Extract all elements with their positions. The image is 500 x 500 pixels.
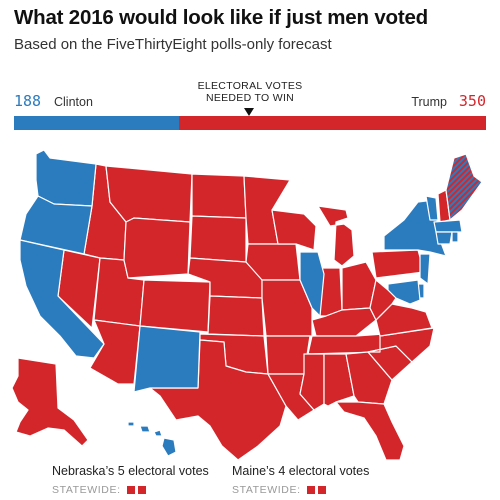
state-wisconsin <box>271 209 317 251</box>
state-vermont <box>425 195 439 221</box>
state-new-jersey <box>419 253 431 285</box>
state-kansas <box>207 295 265 337</box>
clinton-vote-count: 188 <box>14 92 42 110</box>
page-subtitle: Based on the FiveThirtyEight polls-only … <box>14 36 332 53</box>
state-maine <box>445 153 483 221</box>
page-title: What 2016 would look like if just men vo… <box>14 6 429 29</box>
state-new-mexico <box>133 325 201 393</box>
state-pennsylvania <box>371 249 425 279</box>
state-illinois <box>299 251 325 317</box>
needed-to-win-label: ELECTORAL VOTES NEEDED TO WIN <box>180 80 320 104</box>
needed-label-line2: NEEDED TO WIN <box>205 92 295 104</box>
maine-statewide-label: STATEWIDE: <box>232 484 301 496</box>
state-washington <box>35 149 97 207</box>
needed-label-line1: ELECTORAL VOTES <box>197 80 303 92</box>
clinton-bar-segment <box>14 116 179 130</box>
state-north-carolina <box>367 327 435 363</box>
state-texas <box>149 339 287 460</box>
state-colorado <box>139 279 211 333</box>
state-south-dakota <box>189 215 247 263</box>
needed-marker-icon <box>244 108 254 116</box>
clinton-name: Clinton <box>54 95 93 109</box>
state-montana <box>105 165 193 223</box>
maine-note: Maine’s 4 electoral votes <box>232 464 370 478</box>
state-north-dakota <box>191 173 247 219</box>
state-california <box>19 239 105 359</box>
state-hawaii <box>127 421 177 457</box>
us-electoral-map <box>11 149 483 460</box>
maine-statewide: STATEWIDE: <box>232 484 326 496</box>
state-maryland <box>387 279 421 305</box>
nebraska-square <box>126 486 135 494</box>
trump-bar-segment <box>178 116 486 130</box>
state-rhode-island <box>451 231 459 243</box>
trump-name: Trump <box>411 95 447 109</box>
state-massachusetts <box>433 219 463 233</box>
nebraska-statewide: STATEWIDE: <box>52 484 146 496</box>
nebraska-statewide-label: STATEWIDE: <box>52 484 121 496</box>
maine-square <box>306 486 315 494</box>
state-connecticut <box>435 231 453 245</box>
nebraska-square <box>137 486 146 494</box>
nebraska-note: Nebraska’s 5 electoral votes <box>52 464 209 478</box>
state-florida <box>335 401 405 460</box>
trump-vote-count: 350 <box>458 92 486 110</box>
electoral-vote-bar <box>14 116 486 130</box>
maine-square <box>317 486 326 494</box>
state-michigan <box>317 205 355 267</box>
state-alaska <box>11 357 89 447</box>
state-oregon <box>19 195 93 255</box>
state-wyoming <box>123 217 191 279</box>
